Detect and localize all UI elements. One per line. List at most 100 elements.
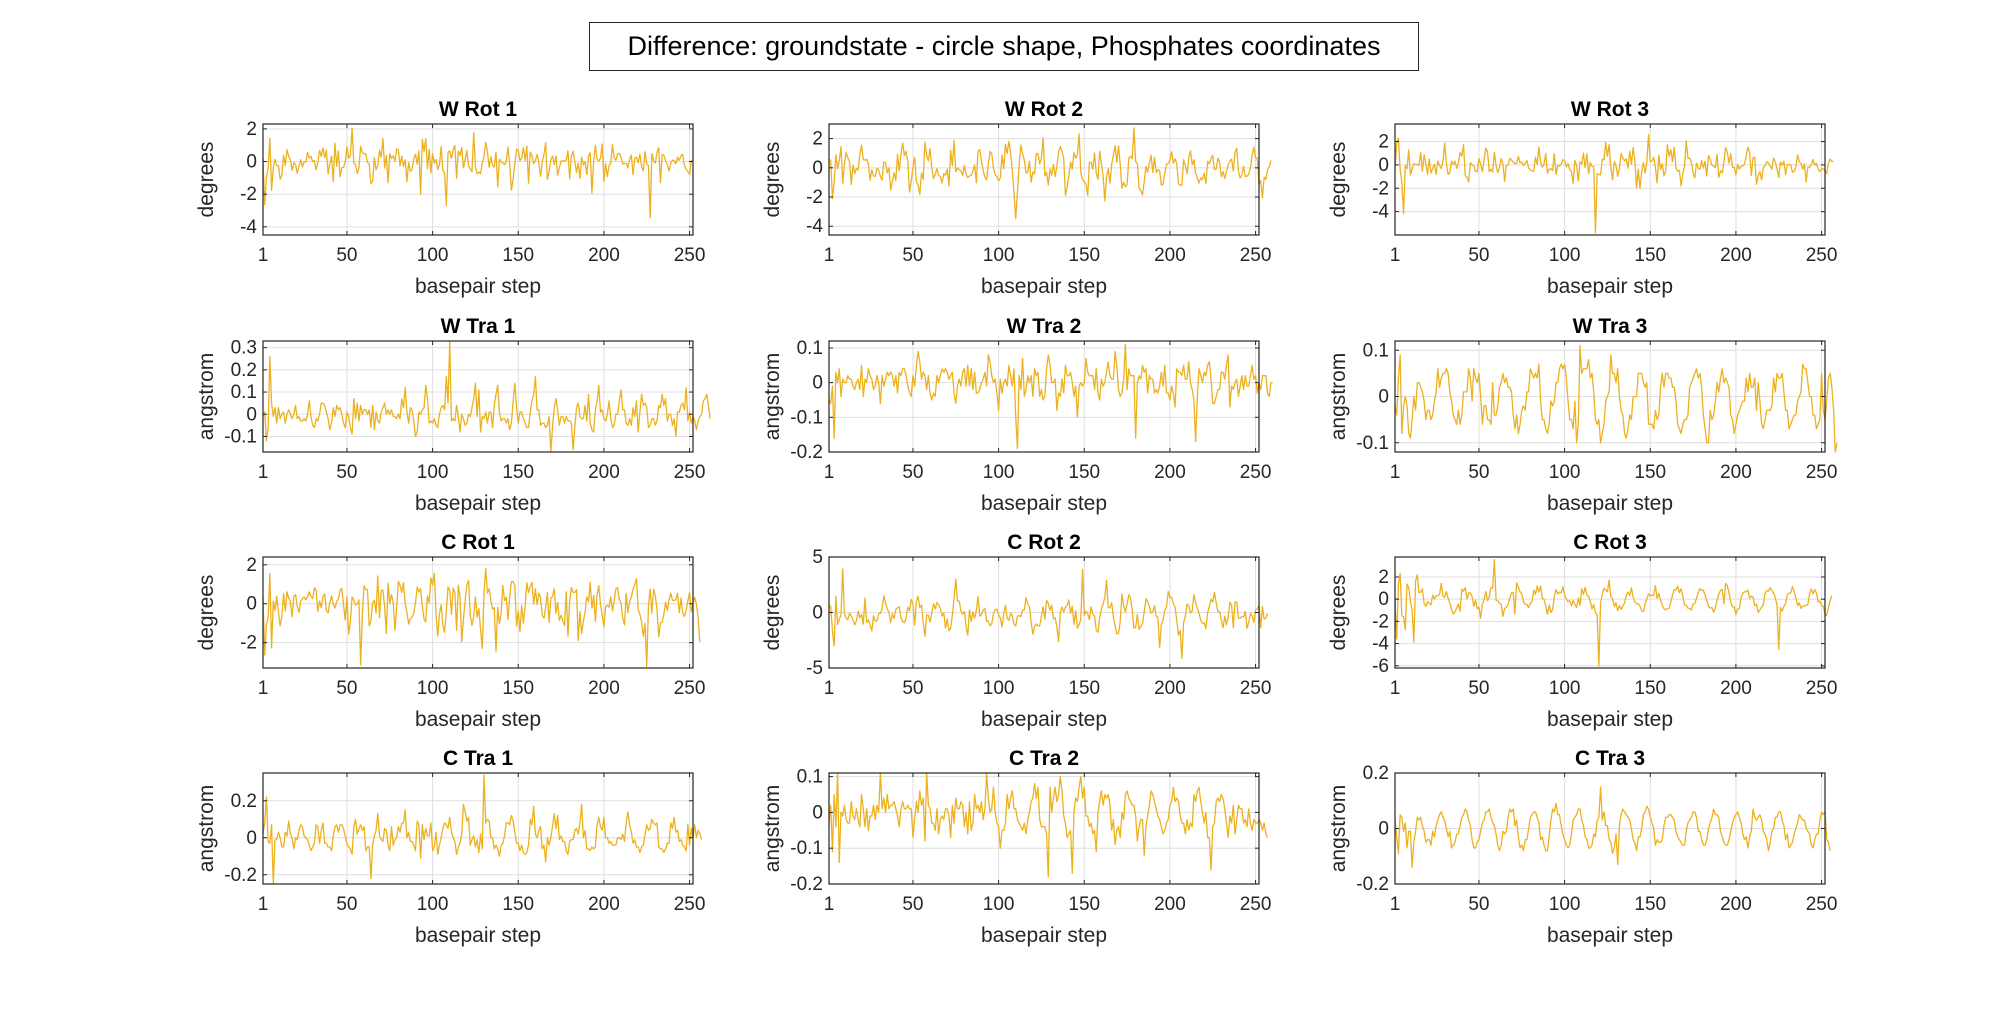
- x-tick-label: 1: [258, 678, 269, 699]
- x-tick-label: 150: [1634, 245, 1666, 266]
- subplot-title: W Rot 1: [439, 98, 517, 121]
- x-tick-label: 200: [1154, 245, 1186, 266]
- x-tick-label: 200: [588, 894, 620, 915]
- x-tick-label: 200: [1154, 462, 1186, 483]
- axes-box: [262, 772, 694, 885]
- y-tick-label: 0: [246, 594, 257, 615]
- y-tick-label: 0: [1378, 387, 1389, 408]
- plot-area: [829, 773, 1259, 884]
- y-tick-label: 0: [246, 404, 257, 425]
- x-tick-label: 200: [588, 245, 620, 266]
- axes-box: [262, 556, 694, 669]
- x-tick-label: 100: [417, 894, 449, 915]
- y-tick-label: 5: [812, 547, 823, 568]
- x-tick-label: 250: [674, 245, 706, 266]
- subplot-title: W Tra 1: [441, 315, 516, 338]
- y-axis-label: angstrom: [195, 785, 218, 873]
- x-tick-label: 100: [983, 894, 1015, 915]
- y-tick-label: 0: [246, 152, 257, 173]
- x-tick-label: 100: [983, 462, 1015, 483]
- subplot-title: W Rot 2: [1005, 98, 1083, 121]
- y-tick-label: 2: [812, 129, 823, 150]
- y-tick-label: -2: [1372, 611, 1389, 632]
- y-axis-label: degrees: [761, 575, 784, 651]
- x-tick-label: 150: [502, 678, 534, 699]
- axes-box: [828, 123, 1260, 236]
- y-tick-label: -2: [240, 633, 257, 654]
- plot-area: [263, 124, 693, 235]
- subplot-title: C Rot 1: [441, 531, 515, 554]
- y-tick-label: 2: [1378, 567, 1389, 588]
- y-tick-label: -4: [1372, 634, 1389, 655]
- y-tick-label: 2: [246, 119, 257, 140]
- x-tick-label: 150: [1634, 678, 1666, 699]
- y-tick-label: 0: [812, 158, 823, 179]
- y-tick-label: 0: [1378, 819, 1389, 840]
- y-tick-label: 0.1: [1363, 340, 1389, 361]
- series-line: [1394, 344, 1838, 453]
- x-tick-label: 150: [1068, 245, 1100, 266]
- x-axis-label: basepair step: [981, 275, 1107, 298]
- subplot-w-tra-1: 1 50 100 150 200 250-0.100.10.20.3W Tra 1base…: [195, 315, 711, 515]
- x-axis-label: basepair step: [1547, 924, 1673, 947]
- x-tick-label: 1: [1390, 245, 1401, 266]
- y-tick-label: 2: [1378, 132, 1389, 153]
- y-tick-label: -2: [1372, 178, 1389, 199]
- y-tick-label: -0.1: [1356, 433, 1389, 454]
- subplot-title: C Tra 2: [1009, 747, 1079, 770]
- y-tick-label: -0.1: [224, 426, 257, 447]
- y-tick-label: 0.1: [797, 338, 823, 359]
- x-tick-label: 50: [336, 462, 357, 483]
- subplot-title: C Rot 3: [1573, 531, 1647, 554]
- y-tick-label: 0.3: [231, 338, 257, 359]
- subplot-title: W Tra 3: [1573, 315, 1648, 338]
- axes-box: [262, 340, 694, 453]
- subplot-title: C Rot 2: [1007, 531, 1081, 554]
- axes-box: [1394, 123, 1826, 236]
- x-tick-label: 200: [1720, 245, 1752, 266]
- series-line: [828, 127, 1272, 220]
- y-tick-label: -0.2: [224, 865, 257, 886]
- y-tick-label: 0.1: [797, 767, 823, 788]
- y-axis-label: degrees: [195, 142, 218, 218]
- x-tick-label: 1: [258, 894, 269, 915]
- x-tick-label: 100: [1549, 462, 1581, 483]
- x-tick-label: 100: [1549, 678, 1581, 699]
- x-axis-label: basepair step: [415, 275, 541, 298]
- y-tick-label: 0.2: [231, 791, 257, 812]
- x-tick-label: 200: [1154, 894, 1186, 915]
- x-tick-label: 100: [983, 678, 1015, 699]
- x-tick-label: 150: [1634, 462, 1666, 483]
- x-tick-label: 1: [824, 462, 835, 483]
- x-axis-label: basepair step: [981, 708, 1107, 731]
- y-tick-label: -5: [806, 658, 823, 679]
- x-tick-label: 50: [1468, 894, 1489, 915]
- x-tick-label: 50: [1468, 678, 1489, 699]
- axes-box: [1394, 556, 1826, 669]
- x-tick-label: 50: [1468, 245, 1489, 266]
- x-axis-label: basepair step: [1547, 492, 1673, 515]
- y-axis-label: degrees: [1327, 142, 1350, 218]
- figure-title: Difference: groundstate - circle shape, …: [589, 22, 1419, 71]
- x-tick-label: 50: [902, 462, 923, 483]
- x-tick-label: 150: [502, 462, 534, 483]
- y-axis-label: degrees: [195, 575, 218, 651]
- y-axis-label: angstrom: [761, 785, 784, 873]
- y-tick-label: -0.2: [790, 874, 823, 895]
- y-tick-label: 0: [246, 828, 257, 849]
- subplot-title: W Rot 3: [1571, 98, 1649, 121]
- x-tick-label: 50: [1468, 462, 1489, 483]
- series-line: [262, 127, 694, 219]
- plot-area: [1395, 557, 1825, 668]
- x-axis-label: basepair step: [415, 492, 541, 515]
- x-tick-label: 100: [417, 678, 449, 699]
- x-tick-label: 250: [1806, 245, 1838, 266]
- y-tick-label: -0.2: [790, 442, 823, 463]
- series-line: [828, 568, 1269, 659]
- x-tick-label: 1: [258, 245, 269, 266]
